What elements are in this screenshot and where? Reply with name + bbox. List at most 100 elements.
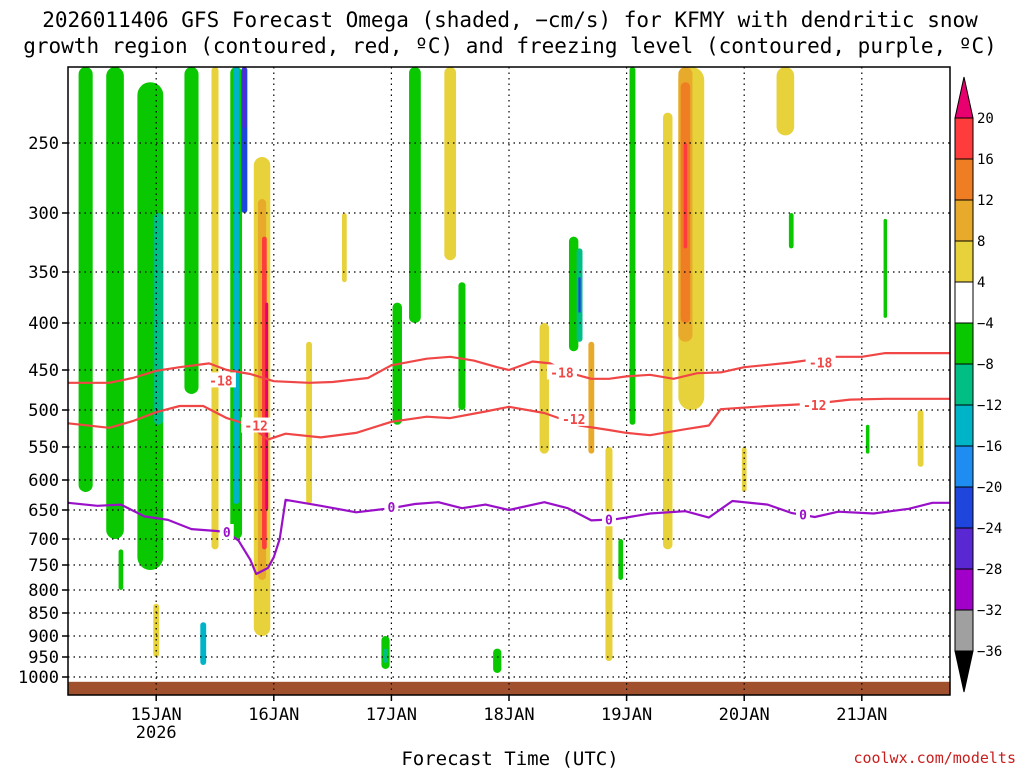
omega-feature-purple-core-1	[242, 67, 247, 128]
colorbar-segment-12	[954, 568, 974, 611]
contour-label-bg-7	[384, 499, 399, 514]
contour-label-freezing-level-9: 0	[799, 509, 807, 524]
colorbar-label-11: −28	[977, 562, 1002, 578]
x-tick-label-16JAN: 16JAN	[248, 705, 299, 725]
omega-feature-yellow-band-10	[776, 67, 795, 136]
omega-feature-green-band-10	[629, 67, 636, 425]
omega-feature-cyan-band-1	[233, 67, 240, 504]
omega-feature-yellow-band-6	[539, 323, 549, 454]
omega-feature-yellow-band-8	[663, 112, 673, 550]
omega-shading	[78, 67, 924, 673]
omega-feature-yellow-band-11	[917, 410, 924, 467]
omega-feature-green-blob-3	[118, 549, 124, 590]
colorbar-label-7: −12	[977, 398, 1002, 414]
colorbar-label-10: −24	[977, 521, 1002, 537]
colorbar-label-12: −32	[977, 603, 1002, 619]
x-tick-label-17JAN: 17JAN	[366, 705, 417, 725]
omega-feature-green-band-4	[184, 67, 199, 394]
omega-feature-green-band-2	[106, 67, 124, 539]
contour-dgz-bottom	[68, 397, 950, 441]
x-tick-label-21JAN: 21JAN	[836, 705, 887, 725]
contour-label-bg-2	[805, 354, 836, 370]
omega-feature-teal-core-1	[153, 213, 164, 425]
colorbar-segment-13	[954, 609, 974, 652]
omega-feature-green-blob-2	[493, 648, 502, 673]
x-tick-label-19JAN: 19JAN	[601, 705, 652, 725]
colorbar-segment-7	[954, 363, 974, 406]
colorbar-top-arrow	[954, 76, 974, 119]
omega-feature-green-band-7	[409, 67, 421, 323]
colorbar-bottom-arrow	[954, 650, 974, 693]
omega-feature-green-band-3	[137, 82, 164, 570]
x-tick-label-18JAN: 18JAN	[483, 705, 534, 725]
colorbar-label-3: 8	[977, 234, 985, 250]
contour-label-bg-0	[205, 372, 236, 388]
contour-label-freezing-level-7: 0	[387, 501, 395, 516]
surface-layer	[68, 681, 950, 695]
omega-feature-green-band-13	[865, 424, 870, 454]
contour-label-bg-5	[799, 397, 830, 413]
y-tick-label-300: 300	[28, 204, 59, 224]
contour-label-bg-4	[558, 410, 589, 426]
y-tick-label-950: 950	[28, 648, 59, 668]
y-tick-label-550: 550	[28, 438, 59, 458]
y-tick-label-850: 850	[28, 604, 59, 624]
y-tick-label-650: 650	[28, 501, 59, 521]
omega-feature-cyan-blob-1	[200, 622, 207, 665]
colorbar-segment-1	[954, 117, 974, 160]
colorbar-label-9: −20	[977, 480, 1002, 496]
surface-ground	[68, 681, 950, 695]
y-tick-label-900: 900	[28, 627, 59, 647]
credit-link[interactable]: coolwx.com/modelts	[853, 749, 1016, 767]
y-axis: 250 300 350 400 450 500 550 600 650 700 750 800 850 9…	[18, 134, 68, 688]
colorbar-label-0: 20	[977, 111, 994, 127]
y-tick-label-800: 800	[28, 581, 59, 601]
contour-label-dgz-bottom-3: -12	[244, 420, 267, 435]
y-tick-label-600: 600	[28, 471, 59, 491]
y-tick-label-500: 500	[28, 401, 59, 421]
y-tick-label-750: 750	[28, 556, 59, 576]
colorbar-label-8: −16	[977, 439, 1002, 455]
omega-feature-yellow-band-7	[605, 447, 613, 661]
colorbar-segment-8	[954, 404, 974, 447]
omega-feature-orange-band-2	[588, 341, 595, 454]
omega-feature-green-band-1	[78, 67, 93, 492]
omega-feature-teal-blob-1	[383, 648, 388, 663]
contour-label-freezing-level-8: 0	[605, 513, 613, 528]
contour-label-dgz-bottom-5: -12	[803, 399, 826, 414]
contour-label-bg-6	[219, 524, 234, 540]
colorbar-label-6: −8	[977, 357, 994, 373]
colorbar-segment-9	[954, 445, 974, 488]
contour-label-bg-9	[796, 506, 810, 522]
omega-feature-yellow-band-4	[342, 213, 347, 283]
contour-label-dgz-top-2: -18	[809, 356, 833, 371]
omega-feature-green-blob-4	[618, 539, 624, 580]
contour-label-freezing-level-6: 0	[223, 526, 231, 541]
chart-title-line-2: growth region (contoured, red, ºC) and f…	[23, 34, 997, 58]
omega-feature-magenta-core-1	[265, 302, 269, 510]
colorbar-segment-6	[954, 322, 974, 365]
omega-feature-green-band-8	[458, 282, 466, 410]
omega-feature-green-band-9	[568, 236, 579, 352]
x-tick-label-15JAN: 15JAN	[131, 705, 182, 725]
colorbar-segment-4	[954, 240, 974, 283]
omega-feature-yellow-band-5	[444, 67, 457, 261]
contour-label-bg-3	[241, 417, 272, 433]
y-tick-label-1000: 1000	[18, 668, 59, 688]
contour-label-bg-8	[601, 511, 616, 527]
contour-dgz-top	[68, 352, 950, 384]
colorbar: 20 16 12 8 4 −4 −8 −12 −16 −20 −24 −28 −32 −36	[954, 76, 1002, 693]
colorbar-segment-3	[954, 199, 974, 242]
contour-label-bg-1	[546, 364, 577, 380]
y-tick-label-250: 250	[28, 134, 59, 154]
omega-feature-yellow-blob-1	[153, 603, 160, 657]
x-tick-label-20JAN: 20JAN	[719, 705, 770, 725]
colorbar-segment-2	[954, 158, 974, 201]
contour-labels: -18 -18 -18 -12 -12 -12 0 0 0 0	[205, 354, 836, 541]
colorbar-segment-10	[954, 486, 974, 529]
y-tick-label-400: 400	[28, 314, 59, 334]
colorbar-segment-5	[954, 281, 974, 324]
omega-feature-yellow-band-1	[211, 67, 219, 550]
